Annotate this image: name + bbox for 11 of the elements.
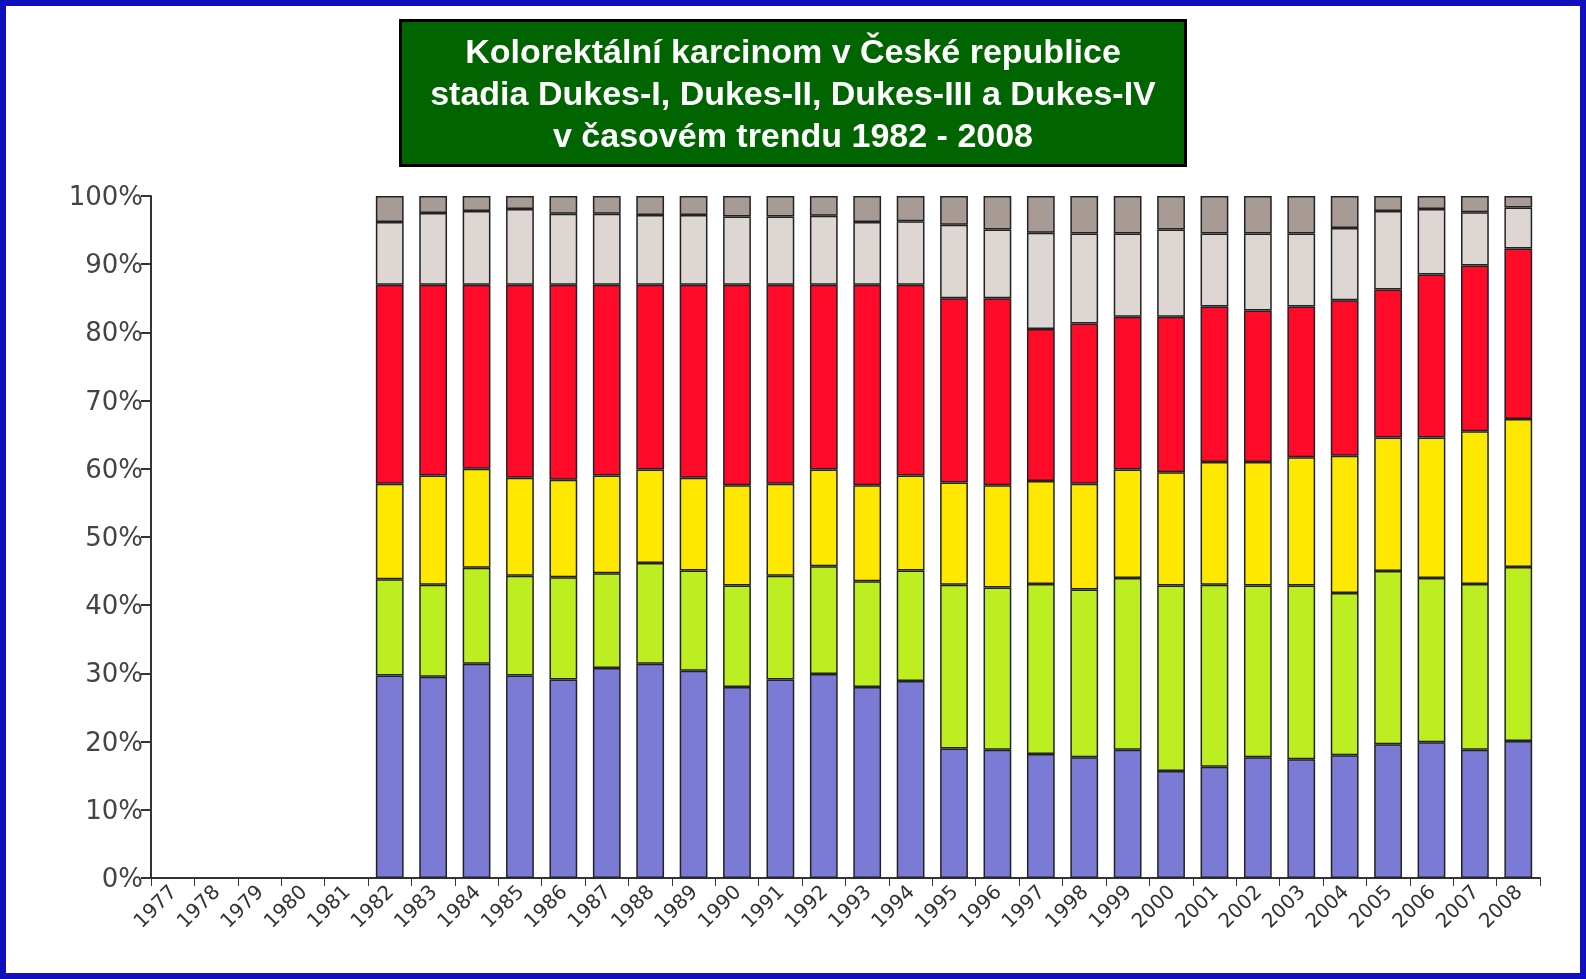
y-tick-label: 60% [85,453,143,484]
y-tick-label: 80% [85,317,143,348]
y-tick-label: 20% [85,726,143,757]
y-tick-label: 70% [85,385,143,416]
y-tick-label: 100% [68,181,143,211]
y-tick-label: 90% [85,249,143,280]
y-tick-label: 40% [85,590,143,621]
y-tick-label: 30% [85,658,143,689]
y-tick-label: 10% [85,794,143,825]
y-tick-label: 50% [85,522,143,552]
chart-title: Kolorektální karcinom v České republice stadia Dukes-I, Dukes-II, Dukes-III a Dukes-IV v časovém trendu 1982 - 2008 [430,32,1157,154]
